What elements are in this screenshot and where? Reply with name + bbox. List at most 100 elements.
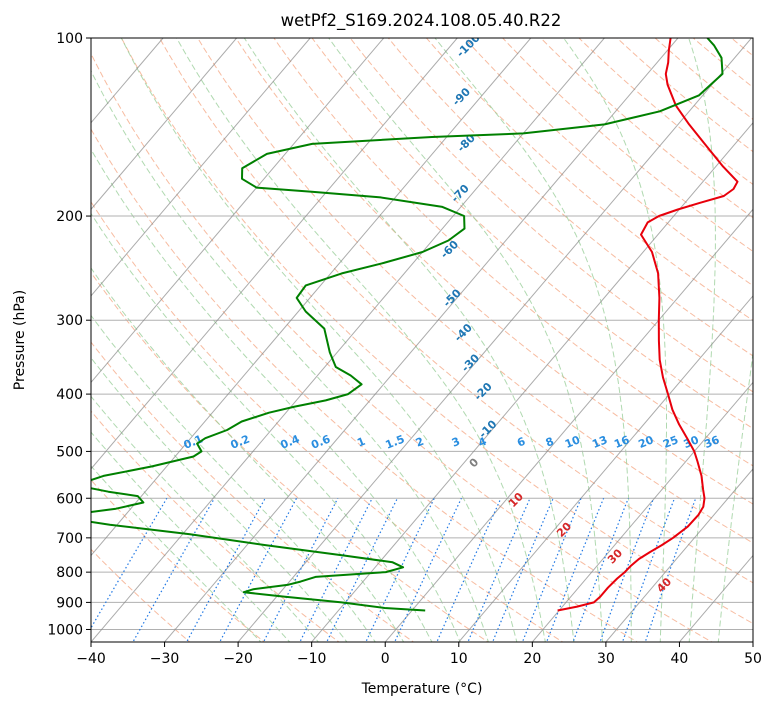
mixing-ratio-label: 36 [702,433,721,451]
dry-adiabat-label: -30 [459,351,482,374]
moist-adiabat-line [434,38,632,642]
plot-area: -100-90-80-70-60-50-40-30-20-10 0.1 0.2 0.… [91,25,775,645]
y-tick-label: 500 [56,444,83,460]
mixing-ratio-line [365,498,435,642]
isotherm-gridline [91,38,385,384]
dry-adiabat-line [91,52,713,642]
mixing-ratio-line [91,497,168,630]
mixing-ratio-line [545,498,605,642]
dry-adiabat-line [616,38,753,153]
mixing-ratio-lines [91,497,697,642]
mixing-ratio-label: 0.1 [182,432,205,451]
dry-adiabat-label: -100 [454,31,483,60]
dry-adiabat-line [540,38,753,219]
dry-adiabat-line [91,128,639,642]
dry-adiabat-line [120,38,753,625]
x-tick-label: 30 [597,651,615,667]
isotherm-gridline [605,468,753,642]
mixing-ratio-line [132,498,215,642]
dry-adiabat-line [91,548,191,642]
dry-adiabats [91,25,775,645]
dry-adiabat-line [578,38,753,186]
x-axis: −40 −30 −20 −10 0 10 20 30 40 50 [76,642,762,667]
dry-adiabat-line [91,201,564,642]
mixing-ratio-label: 13 [590,433,609,451]
moist-adiabat-line [688,38,716,642]
chart-title: wetPf2_S169.2024.108.05.40.R22 [281,11,562,31]
dry-adiabat-label: -60 [438,238,461,261]
mixing-ratio-line [644,498,697,642]
mixing-ratio-label: 1 [355,435,367,450]
mixing-ratio-label: 8 [544,435,556,450]
isotherm-gridline [752,641,753,642]
isotherm-gridline [91,38,311,297]
mixing-ratio-line [219,498,298,642]
isotherm-gridline [91,38,238,211]
y-axis-label: Pressure (hPa) [12,290,28,390]
dry-adiabat-line [159,38,753,584]
dry-adiabat-line [692,38,753,88]
dry-adiabat-line [91,410,340,642]
x-axis-label: Temperature (°C) [361,681,483,697]
y-tick-label: 1000 [47,622,83,638]
y-tick-label: 600 [56,491,83,507]
dry-adiabat-line [349,38,753,393]
dry-adiabat-labels: -100-90-80-70-60-50-40-30-20-10 [438,31,500,441]
dry-adiabat-label: -70 [449,182,472,205]
dry-adiabat-line [501,38,753,253]
plot-frame [90,37,754,643]
dry-adiabat-line [197,38,753,544]
isotherm-gridline [531,381,753,642]
x-tick-label: −20 [223,651,253,667]
mixing-ratio-label: 6 [515,435,527,450]
isotherm-gridline [679,554,753,642]
isotherm-gridline [311,122,753,642]
mixing-ratio-label: 1.5 [384,432,407,451]
y-tick-label: 800 [56,565,83,581]
isotherm-gridline [458,295,753,642]
x-tick-label: −40 [76,651,106,667]
mixing-ratio-label: 0.4 [279,432,302,451]
x-tick-label: 0 [381,651,390,667]
moist-adiabat-line [91,212,433,642]
moist-adiabat-line [91,357,348,642]
moist-adiabat-line [91,395,320,642]
moist-adiabat-line [91,431,291,642]
mixing-ratio-label: 16 [612,433,631,451]
moist-adiabat-line [91,465,262,642]
dry-adiabat-line [387,38,753,357]
moist-adiabat-label: 20 [554,520,574,540]
dry-adiabat-label: -40 [452,321,475,344]
y-tick-label: 200 [56,209,83,225]
y-tick-label: 700 [56,531,83,547]
dewpoint-profile-line [91,38,724,612]
moist-adiabat-line [120,38,518,642]
moist-adiabat-line [717,349,753,642]
dry-adiabat-line [91,271,489,642]
mixing-ratio-line [436,498,502,642]
moist-adiabat-label: 10 [506,490,526,510]
skewed-isotherms [91,38,753,642]
dry-adiabat-line [91,341,415,642]
dry-adiabat-label: -20 [472,380,495,403]
mixing-ratio-label: 2 [414,435,426,450]
isotherm-gridline [237,38,752,642]
mixing-ratio-line [326,498,398,642]
sounding-profiles [91,38,739,612]
isotherm-gridline [91,38,532,557]
moist-adiabat-line [563,38,667,642]
x-tick-label: −30 [150,651,180,667]
y-tick-label: 100 [56,31,83,47]
mixing-ratio-line [262,498,339,642]
moist-adiabat-line [91,69,490,642]
mixing-ratio-line [299,498,373,642]
isotherm-gridline [164,38,679,642]
mixing-ratio-label: 0.2 [229,432,252,451]
moist-adiabat-label: 0 [467,455,482,470]
x-tick-label: 20 [523,651,541,667]
mixing-ratio-line [621,498,676,642]
y-tick-label: 400 [56,387,83,403]
dry-adiabat-line [753,25,775,645]
mixing-ratio-line [467,498,531,642]
